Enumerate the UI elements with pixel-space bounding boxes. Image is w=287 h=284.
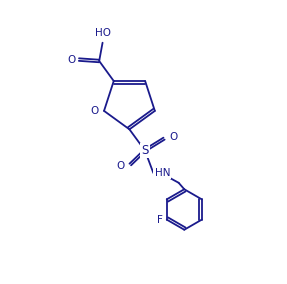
Text: S: S (141, 144, 149, 157)
Text: F: F (158, 215, 163, 225)
Text: O: O (67, 55, 75, 64)
Text: O: O (170, 132, 178, 142)
Text: O: O (91, 106, 99, 116)
Text: O: O (117, 161, 125, 171)
Text: HN: HN (155, 168, 170, 178)
Text: HO: HO (94, 28, 110, 39)
